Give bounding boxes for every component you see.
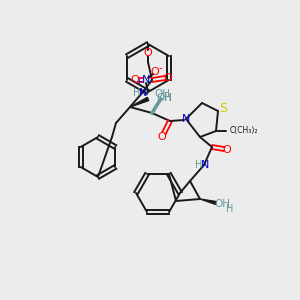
Text: O: O <box>164 73 172 83</box>
Text: +: + <box>136 77 142 86</box>
Text: N: N <box>201 160 209 170</box>
Text: C(CH₃)₂: C(CH₃)₂ <box>230 127 259 136</box>
Text: H: H <box>195 160 203 170</box>
Text: N: N <box>142 75 150 85</box>
Text: H: H <box>164 93 172 103</box>
Text: -: - <box>158 63 162 73</box>
Text: H: H <box>133 88 141 98</box>
Text: N: N <box>182 114 190 124</box>
Text: O: O <box>130 75 140 85</box>
Text: N: N <box>139 88 147 98</box>
Text: H: H <box>226 204 234 214</box>
Text: S: S <box>219 101 227 115</box>
Text: OH: OH <box>154 89 170 99</box>
Text: O: O <box>223 145 231 155</box>
Text: O: O <box>151 67 159 77</box>
Polygon shape <box>200 199 216 205</box>
Text: OH: OH <box>214 199 230 209</box>
Polygon shape <box>130 98 149 107</box>
Text: OH: OH <box>156 93 172 103</box>
Text: O: O <box>158 132 166 142</box>
Text: O: O <box>144 48 152 58</box>
